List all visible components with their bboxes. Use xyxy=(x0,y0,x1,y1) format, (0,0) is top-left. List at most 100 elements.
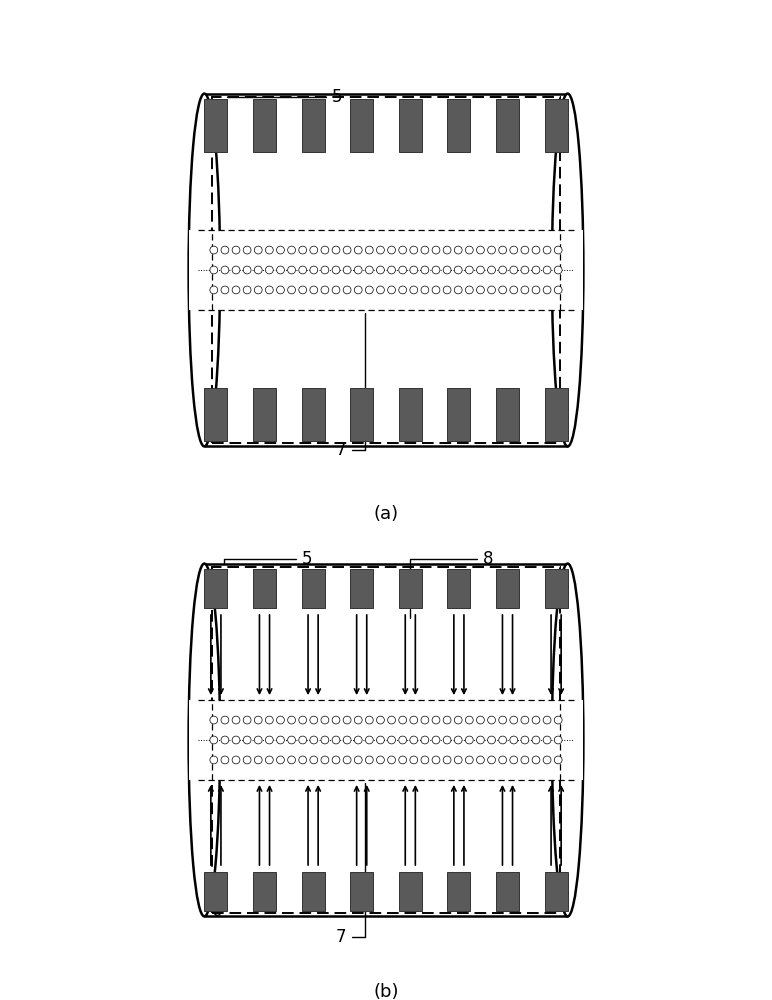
Bar xyxy=(350,569,373,608)
Circle shape xyxy=(365,756,373,764)
Circle shape xyxy=(299,246,306,254)
Text: 7: 7 xyxy=(336,783,365,946)
Circle shape xyxy=(344,716,351,724)
Circle shape xyxy=(443,716,451,724)
Circle shape xyxy=(399,266,407,274)
Circle shape xyxy=(377,246,384,254)
Circle shape xyxy=(210,716,218,724)
Circle shape xyxy=(388,286,395,294)
Circle shape xyxy=(243,266,251,274)
Circle shape xyxy=(288,246,296,254)
Circle shape xyxy=(510,736,518,744)
Circle shape xyxy=(377,286,384,294)
Circle shape xyxy=(476,736,484,744)
Circle shape xyxy=(421,756,428,764)
Circle shape xyxy=(488,736,496,744)
Bar xyxy=(212,567,560,913)
Circle shape xyxy=(510,756,518,764)
Circle shape xyxy=(276,716,284,724)
Circle shape xyxy=(432,286,440,294)
Circle shape xyxy=(521,246,529,254)
Circle shape xyxy=(243,286,251,294)
Bar xyxy=(496,388,519,441)
Circle shape xyxy=(454,246,462,254)
Circle shape xyxy=(221,286,229,294)
Circle shape xyxy=(288,736,296,744)
Circle shape xyxy=(210,756,218,764)
Circle shape xyxy=(421,246,428,254)
Circle shape xyxy=(221,266,229,274)
Circle shape xyxy=(521,716,529,724)
Circle shape xyxy=(532,246,540,254)
Circle shape xyxy=(266,736,273,744)
Bar xyxy=(447,569,470,608)
Circle shape xyxy=(466,716,473,724)
Bar xyxy=(302,99,325,152)
Circle shape xyxy=(499,716,506,724)
Circle shape xyxy=(221,736,229,744)
Circle shape xyxy=(321,736,329,744)
Circle shape xyxy=(299,736,306,744)
Circle shape xyxy=(354,716,362,724)
Circle shape xyxy=(466,266,473,274)
Circle shape xyxy=(266,716,273,724)
Circle shape xyxy=(232,756,240,764)
Bar xyxy=(205,569,228,608)
Circle shape xyxy=(288,266,296,274)
Circle shape xyxy=(510,266,518,274)
Circle shape xyxy=(310,756,318,764)
Circle shape xyxy=(499,756,506,764)
Circle shape xyxy=(466,756,473,764)
Circle shape xyxy=(488,286,496,294)
Circle shape xyxy=(476,266,484,274)
Circle shape xyxy=(499,286,506,294)
Circle shape xyxy=(288,716,296,724)
Circle shape xyxy=(399,736,407,744)
Circle shape xyxy=(210,736,218,744)
Circle shape xyxy=(421,266,428,274)
Circle shape xyxy=(410,736,418,744)
Circle shape xyxy=(276,286,284,294)
Text: 5: 5 xyxy=(227,88,342,106)
Circle shape xyxy=(332,286,340,294)
Circle shape xyxy=(276,736,284,744)
Circle shape xyxy=(310,266,318,274)
Bar xyxy=(447,872,470,911)
Circle shape xyxy=(321,716,329,724)
Circle shape xyxy=(443,736,451,744)
Bar xyxy=(399,99,422,152)
Circle shape xyxy=(266,756,273,764)
Circle shape xyxy=(266,266,273,274)
Circle shape xyxy=(254,716,262,724)
Circle shape xyxy=(543,716,551,724)
Ellipse shape xyxy=(552,564,584,916)
Circle shape xyxy=(210,266,218,274)
Circle shape xyxy=(399,286,407,294)
Circle shape xyxy=(476,286,484,294)
Circle shape xyxy=(321,286,329,294)
Circle shape xyxy=(488,756,496,764)
Bar xyxy=(253,872,276,911)
Circle shape xyxy=(365,736,373,744)
Bar xyxy=(544,569,567,608)
Circle shape xyxy=(276,756,284,764)
Circle shape xyxy=(488,246,496,254)
Bar xyxy=(496,872,519,911)
Circle shape xyxy=(344,266,351,274)
Circle shape xyxy=(332,736,340,744)
Circle shape xyxy=(399,756,407,764)
Circle shape xyxy=(254,736,262,744)
Circle shape xyxy=(488,266,496,274)
Ellipse shape xyxy=(188,564,220,916)
Circle shape xyxy=(499,246,506,254)
Circle shape xyxy=(521,736,529,744)
Circle shape xyxy=(344,246,351,254)
Circle shape xyxy=(410,246,418,254)
Circle shape xyxy=(310,716,318,724)
Circle shape xyxy=(532,756,540,764)
Circle shape xyxy=(521,266,529,274)
Circle shape xyxy=(510,286,518,294)
Circle shape xyxy=(365,246,373,254)
Circle shape xyxy=(466,286,473,294)
Bar xyxy=(302,569,325,608)
